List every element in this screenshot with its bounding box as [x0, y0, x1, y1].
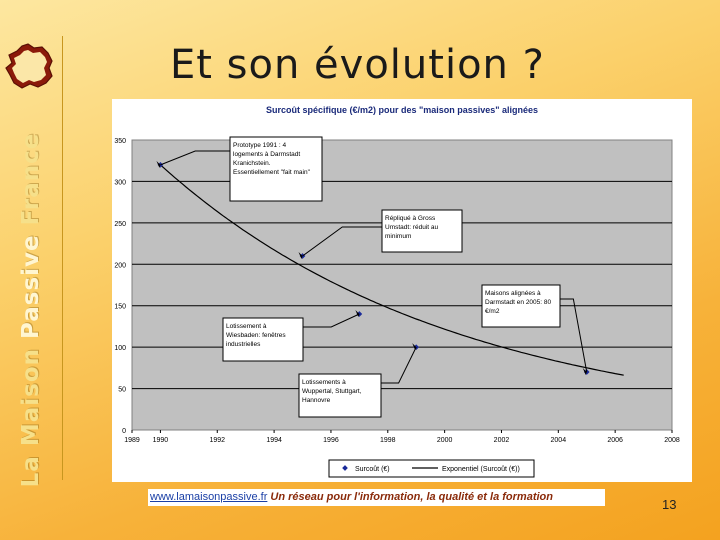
- x-tick-label: 1990: [153, 437, 169, 444]
- slide-title: Et son évolution ?: [170, 42, 545, 88]
- legend: Surcoût (€) Exponentiel (Surcoût (€)): [328, 459, 535, 478]
- annotation-text: Lotissement à Wiesbaden: fenêtres industri…: [226, 323, 286, 348]
- legend-label-line: Exponentiel (Surcoût (€)): [442, 466, 520, 473]
- x-tick-label: 2004: [551, 437, 567, 444]
- annotation-box: [481, 284, 561, 328]
- series-line-trend: [160, 164, 624, 376]
- x-tick-label: 1996: [323, 437, 339, 444]
- brand-part-la-maison: La Maison: [18, 338, 44, 488]
- x-tick-label: 1998: [380, 437, 396, 444]
- map-of-france-icon: [5, 43, 53, 89]
- brand-part-france: France: [18, 132, 44, 235]
- brand-name: La Maison Passive France: [18, 133, 44, 488]
- annotation-arrowhead: [156, 160, 161, 168]
- page-number: 13: [662, 497, 677, 512]
- annotation-leader: [560, 298, 588, 373]
- chart: Surcoût spécifique (€/m2) pour des "mais…: [114, 105, 680, 478]
- y-tick-label: 350: [114, 138, 126, 145]
- annotation-arrowhead: [298, 252, 303, 259]
- footer-banner: www.lamaisonpassive.fr Un réseau pour l'…: [148, 489, 605, 506]
- annotation-leader: [303, 313, 360, 328]
- chart-title: Surcoût spécifique (€/m2) pour des "mais…: [266, 105, 538, 115]
- footer-slogan: Un réseau pour l'information, la qualité…: [267, 491, 553, 503]
- legend-marker-scatter: [342, 465, 348, 471]
- x-tick-label: 2008: [664, 437, 680, 444]
- annotation-leader: [302, 226, 382, 257]
- annotation-box: [298, 373, 382, 418]
- annotation-box: [222, 317, 304, 362]
- x-tick-label: 1994: [266, 437, 282, 444]
- x-tick-label: 2006: [607, 437, 623, 444]
- annotation-text: Répliqué à Gross Umstadt: réduit au minimu…: [385, 215, 438, 240]
- y-tick-label: 100: [114, 345, 126, 352]
- x-tick-label: 2002: [494, 437, 510, 444]
- y-tick-label: 200: [114, 262, 126, 269]
- brand-part-passive: Passive: [18, 234, 44, 339]
- legend-label-scatter: Surcoût (€): [355, 466, 390, 473]
- annotation-text: Lotissements à Wuppertal, Stuttgart, Hanno…: [302, 379, 362, 404]
- footer-link[interactable]: www.lamaisonpassive.fr: [150, 491, 268, 503]
- annotation-arrowhead: [582, 368, 587, 375]
- annotation-leader: [381, 346, 417, 384]
- chart-container: Surcoût spécifique (€/m2) pour des "mais…: [112, 99, 692, 482]
- annotation-arrowhead: [412, 343, 417, 351]
- y-tick-label: 50: [118, 387, 126, 394]
- x-tick-label: 1992: [209, 437, 225, 444]
- annotation-text: Prototype 1991 : 4 logements à Darmstadt K…: [233, 142, 311, 176]
- annotation-box: [381, 209, 463, 253]
- annotation-box: [229, 136, 323, 202]
- y-tick-label: 150: [114, 304, 126, 311]
- sidebar: La Maison Passive France: [0, 36, 63, 487]
- y-tick-label: 250: [114, 221, 126, 228]
- annotation-arrowhead: [355, 310, 360, 317]
- y-tick-label: 300: [114, 179, 126, 186]
- annotation-leader: [160, 150, 230, 166]
- annotation-text: Maisons alignées à Darmstadt en 2005: 80 €…: [485, 290, 552, 315]
- x-tick-label: 1989: [124, 437, 140, 444]
- plot-area: [131, 139, 673, 431]
- x-tick-label: 2000: [437, 437, 453, 444]
- y-tick-label: 0: [122, 428, 126, 435]
